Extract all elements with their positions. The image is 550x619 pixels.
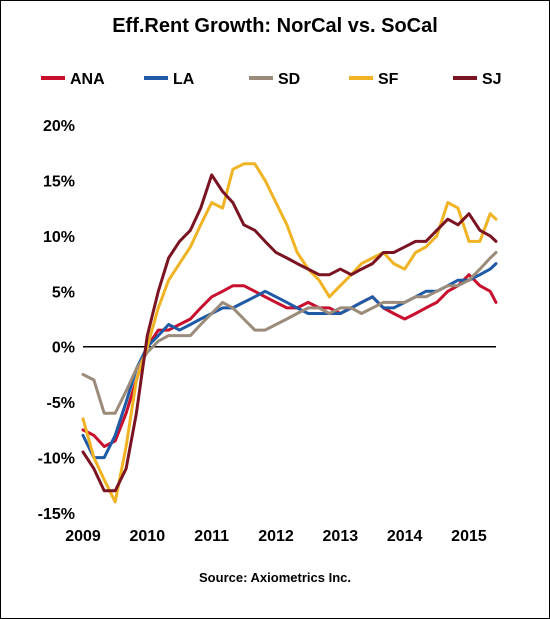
x-tick-label: 2010 [130,528,166,545]
series-line-sf [81,162,498,504]
y-tick-label: -10% [38,451,75,468]
x-tick-label: 2015 [451,528,487,545]
legend-label-sd: SD [278,71,300,88]
x-tick-label: 2011 [194,528,229,545]
x-tick-label: 2009 [65,528,101,545]
y-tick-label: 5% [52,284,75,301]
y-tick-label: 10% [43,229,75,246]
x-tick-label: 2012 [258,528,294,545]
source-note: Source: Axiometrics Inc. [199,570,351,585]
y-tick-label: -15% [38,506,75,523]
x-tick-label: 2013 [323,528,359,545]
y-tick-label: -5% [47,395,75,412]
chart-title: Eff.Rent Growth: NorCal vs. SoCal [112,15,438,37]
y-tick-label: 20% [43,118,75,135]
series-line-sj [81,173,498,493]
y-tick-label: 0% [52,340,75,357]
legend-label-sj: SJ [482,71,502,88]
series-line-sd [81,251,498,415]
series-line-ana [81,273,498,448]
legend-label-sf: SF [378,71,399,88]
y-tick-label: 15% [43,173,75,190]
x-tick-label: 2014 [387,528,423,545]
legend-label-ana: ANA [70,71,105,88]
series-line-la [81,262,498,460]
legend-label-la: LA [173,71,195,88]
